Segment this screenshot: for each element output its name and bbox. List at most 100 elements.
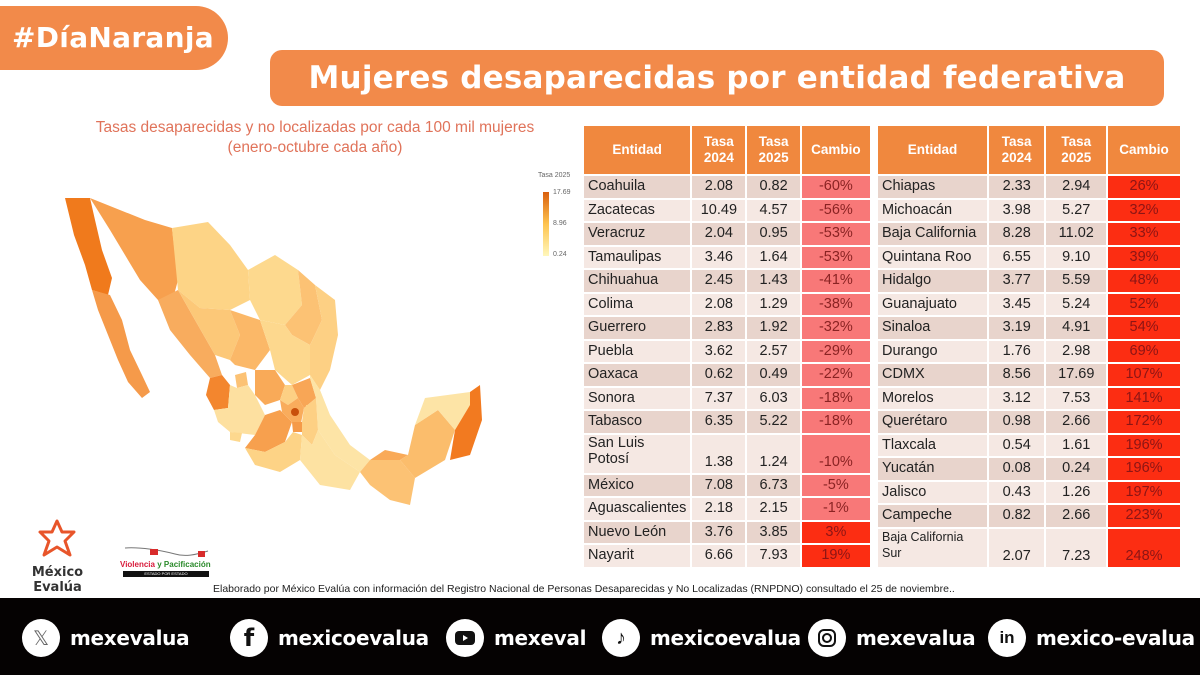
table-row: Oaxaca 0.62 0.49 -22% [584,364,870,386]
table-row: Durango 1.76 2.98 69% [878,340,1180,362]
social-handle: mexico-evalua [1036,626,1195,650]
cell-t2024: 10.49 [692,199,746,221]
x-icon: 𝕏 [22,619,60,657]
vp-tagline: ESTADO POR ESTADO [123,571,209,577]
table-row: México 7.08 6.73 -5% [584,474,870,496]
cell-entidad: Oaxaca [584,364,691,386]
state-guanajuato [255,370,285,405]
cell-t2025: 4.91 [1046,317,1107,339]
cell-cambio: -18% [801,411,870,433]
social-facebook[interactable]: f mexicoevalua [230,616,429,660]
cell-cambio: -60% [801,176,870,198]
table-body: Coahuila 2.08 0.82 -60% Zacatecas 10.49 4.57 -5… [584,176,870,567]
state-cdmx [291,408,299,416]
cell-t2024: 1.38 [692,434,746,473]
social-youtube[interactable]: mexeval [446,616,586,660]
table-row: San Luis Potosí 1.38 1.24 -10% [584,434,870,473]
cell-t2024: 2.45 [692,270,746,292]
cell-t2024: 3.45 [988,293,1045,315]
cell-cambio: 172% [1108,411,1180,433]
table-row: Coahuila 2.08 0.82 -60% [584,176,870,198]
col-tasa-2025-l1: Tasa [1061,134,1092,149]
cell-cambio: 107% [1108,364,1180,386]
cell-entidad: Baja California Sur [878,528,987,567]
cell-t2024: 8.56 [988,364,1045,386]
table-header-row: Entidad Tasa 2024 Tasa 2025 Cambio [878,126,1180,174]
cell-cambio: -22% [801,364,870,386]
cell-cambio: 69% [1108,340,1180,362]
vp-word3: Pacificación [163,560,211,569]
state-colima [230,432,242,442]
table-row: Sonora 7.37 6.03 -18% [584,387,870,409]
cell-t2025: 1.43 [747,270,800,292]
cell-t2025: 2.98 [1046,340,1107,362]
table-row: Chiapas 2.33 2.94 26% [878,176,1180,198]
col-entidad: Entidad [584,126,691,174]
cell-entidad: Querétaro [878,411,987,433]
state-guerrero [245,432,302,472]
table-increase: Entidad Tasa 2024 Tasa 2025 Cambio Chiapas… [876,124,1182,569]
cell-t2024: 6.55 [988,246,1045,268]
cell-t2024: 0.08 [988,458,1045,480]
cell-t2025: 1.24 [747,434,800,473]
cell-t2024: 8.28 [988,223,1045,245]
cell-t2025: 3.85 [747,521,800,543]
vp-title: Violencia y Pacificación [120,560,211,569]
cell-cambio: 48% [1108,270,1180,292]
state-jalisco [214,385,265,435]
state-morelos [292,422,302,432]
cell-cambio: 26% [1108,176,1180,198]
cell-cambio: -1% [801,498,870,520]
col-tasa-2024: Tasa 2024 [692,126,746,174]
cell-cambio: 54% [1108,317,1180,339]
tiktok-icon: ♪ [602,619,640,657]
cell-entidad: Veracruz [584,223,691,245]
state-puebla [302,398,318,445]
cell-t2024: 2.04 [692,223,746,245]
cell-t2025: 1.64 [747,246,800,268]
cell-entidad: Tabasco [584,411,691,433]
social-tiktok[interactable]: ♪ mexicoevalua [602,616,801,660]
cell-entidad: Hidalgo [878,270,987,292]
col-tasa-2025: Tasa 2025 [747,126,800,174]
subtitle-line-2: (enero-octubre cada año) [227,139,403,156]
col-tasa-2024: Tasa 2024 [988,126,1045,174]
cell-t2025: 5.27 [1046,199,1107,221]
social-handle: mexeval [494,626,587,650]
map-legend: Tasa 2025 17.69 8.96 0.24 [528,172,588,262]
table-row: Quintana Roo 6.55 9.10 39% [878,246,1180,268]
cell-t2025: 5.24 [1046,293,1107,315]
cell-cambio: 196% [1108,458,1180,480]
cell-entidad: Michoacán [878,199,987,221]
social-x[interactable]: 𝕏 mexevalua [22,616,190,660]
state-sinaloa [158,290,222,378]
state-zacatecas [230,310,270,370]
social-linkedin[interactable]: in mexico-evalua [988,616,1195,660]
table-row: Hidalgo 3.77 5.59 48% [878,270,1180,292]
cell-cambio: -5% [801,474,870,496]
cell-t2024: 3.12 [988,387,1045,409]
legend-title: Tasa 2025 [538,172,571,179]
cell-t2024: 0.82 [988,505,1045,527]
cell-entidad: Durango [878,340,987,362]
col-tasa-2025-l2: 2025 [1061,150,1092,165]
col-tasa-2024-l1: Tasa [1001,134,1032,149]
legend-mid: 8.96 [553,220,567,227]
cell-entidad: Puebla [584,340,691,362]
table-row: Morelos 3.12 7.53 141% [878,387,1180,409]
cell-entidad: Zacatecas [584,199,691,221]
mexico-evalua-star-icon [38,519,76,557]
table-row: Baja California Sur 2.07 7.23 248% [878,528,1180,567]
table-row: Michoacán 3.98 5.27 32% [878,199,1180,221]
state-michoacan [245,410,292,452]
cell-cambio: 33% [1108,223,1180,245]
state-queretaro [280,385,298,405]
table-row: Guerrero 2.83 1.92 -32% [584,317,870,339]
table-row: Colima 2.08 1.29 -38% [584,293,870,315]
social-instagram[interactable]: mexevalua [808,616,976,660]
source-footnote: Elaborado por México Evalúa con informac… [213,583,955,595]
social-handle: mexicoevalua [650,626,801,650]
col-tasa-2025-l2: 2025 [758,150,789,165]
state-aguascalientes [235,372,248,388]
state-nayarit [206,375,230,410]
